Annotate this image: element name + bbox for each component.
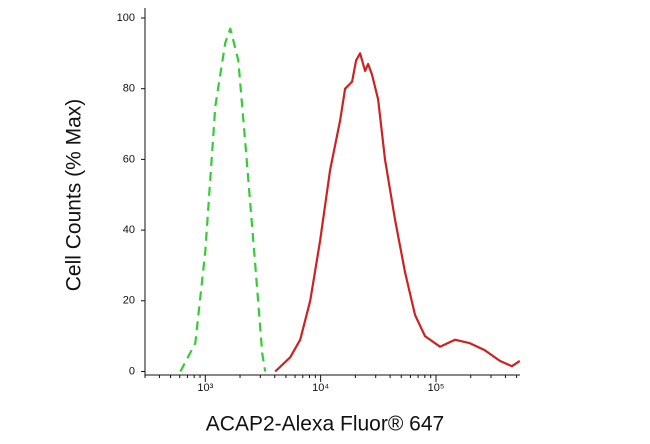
y-tick-label: 60 [123, 153, 135, 165]
y-tick-label: 0 [129, 365, 135, 377]
y-tick-label: 100 [117, 12, 135, 24]
y-tick-label: 80 [123, 83, 135, 95]
histogram-line [179, 27, 267, 373]
y-tick-label: 20 [123, 295, 135, 307]
x-tick-label: 10⁵ [428, 382, 445, 394]
x-tick-label: 10⁴ [312, 382, 329, 394]
y-tick-label: 40 [123, 224, 135, 236]
x-axis-title: ACAP2-Alexa Fluor® 647 [206, 413, 444, 436]
x-tick-label: 10³ [197, 382, 213, 394]
y-axis-title: Cell Counts (% Max) [63, 99, 86, 292]
histogram-line [274, 52, 521, 373]
